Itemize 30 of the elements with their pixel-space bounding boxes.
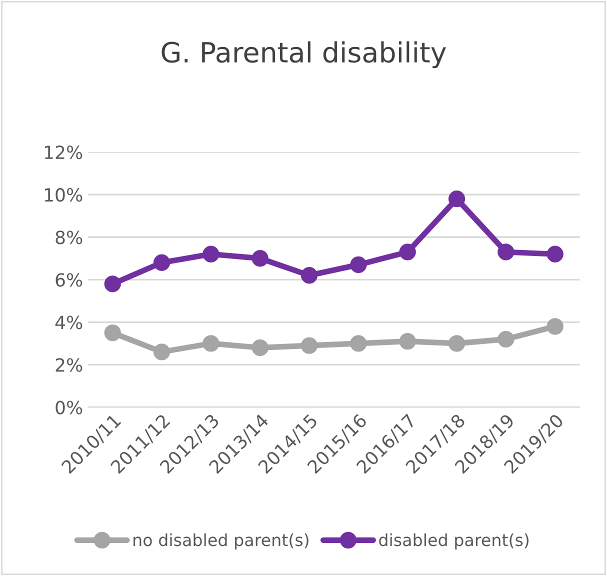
point <box>350 256 367 274</box>
point <box>399 244 416 260</box>
point <box>448 335 466 352</box>
y-tick-label: 4% <box>55 316 82 330</box>
point <box>252 339 268 356</box>
legend-label: disabled parent(s) <box>379 533 529 550</box>
y-tick-label: 0% <box>56 400 82 414</box>
y-tick-label: 6% <box>56 273 82 287</box>
y-tick-label: 10% <box>45 188 82 202</box>
point <box>104 276 121 292</box>
point <box>153 254 170 271</box>
point <box>546 318 564 335</box>
legend-label: no disabled parent(s) <box>134 533 308 550</box>
point <box>350 335 367 352</box>
point <box>498 244 514 260</box>
y-tick-label: 12% <box>45 146 82 160</box>
point <box>202 246 220 262</box>
point <box>202 335 220 352</box>
y-tick-label: 8% <box>56 230 82 244</box>
point <box>498 330 514 348</box>
point <box>448 190 466 208</box>
point <box>300 337 318 354</box>
point <box>546 246 564 262</box>
chart-title: G. Parental disability <box>162 41 446 68</box>
point <box>300 267 318 284</box>
y-tick-label: 2% <box>56 358 82 372</box>
point <box>153 344 170 360</box>
point <box>399 332 416 350</box>
point <box>104 324 121 342</box>
point <box>252 250 268 267</box>
